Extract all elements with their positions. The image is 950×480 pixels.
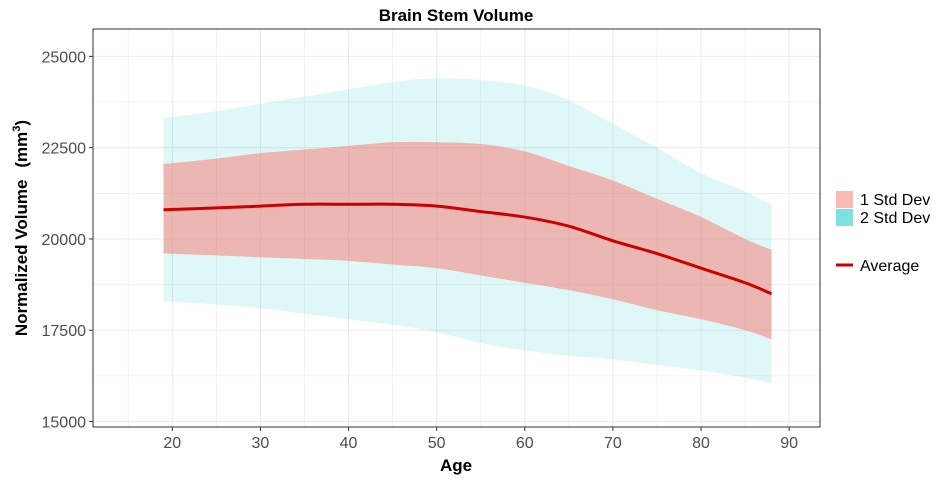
bands <box>163 78 772 384</box>
y-tick-label: 20000 <box>42 232 87 249</box>
y-tick-label: 25000 <box>42 49 87 66</box>
x-tick-label: 90 <box>780 435 798 452</box>
y-axis-title-main: Normalized Volume <box>12 180 31 337</box>
x-tick-label: 80 <box>692 435 710 452</box>
legend-key-1sd <box>836 191 853 208</box>
x-tick-label: 40 <box>340 435 358 452</box>
y-axis-title-close: ) <box>12 120 31 126</box>
y-axis-title: Normalized Volume (mm3) <box>11 120 31 336</box>
y-axis-title-unit: (mm <box>12 132 31 168</box>
legend-key-2sd <box>836 209 853 226</box>
x-tick-label: 30 <box>252 435 270 452</box>
y-axis-title-sup: 3 <box>11 126 23 132</box>
average-line <box>163 202 773 296</box>
y-tick-label: 22500 <box>42 141 87 158</box>
x-axis-ticks: 20 30 40 50 60 70 80 90 <box>163 427 798 452</box>
legend: 1 Std Dev 2 Std Dev Average <box>836 191 930 275</box>
chart-title: Brain Stem Volume <box>379 6 534 25</box>
x-tick-label: 60 <box>516 435 534 452</box>
legend-label-average: Average <box>860 258 919 275</box>
legend-label-1sd: 1 Std Dev <box>860 192 930 209</box>
y-tick-label: 17500 <box>42 323 87 340</box>
x-tick-label: 70 <box>604 435 622 452</box>
x-axis-title: Age <box>440 456 472 475</box>
legend-label-2sd: 2 Std Dev <box>860 210 930 227</box>
panel-border <box>92 28 821 428</box>
y-tick-label: 15000 <box>42 415 87 432</box>
band-1-std-dev <box>163 141 772 340</box>
y-axis-ticks: 15000 17500 20000 22500 25000 <box>42 49 93 432</box>
x-tick-label: 20 <box>163 435 181 452</box>
x-tick-label: 50 <box>428 435 446 452</box>
lines <box>163 202 773 296</box>
